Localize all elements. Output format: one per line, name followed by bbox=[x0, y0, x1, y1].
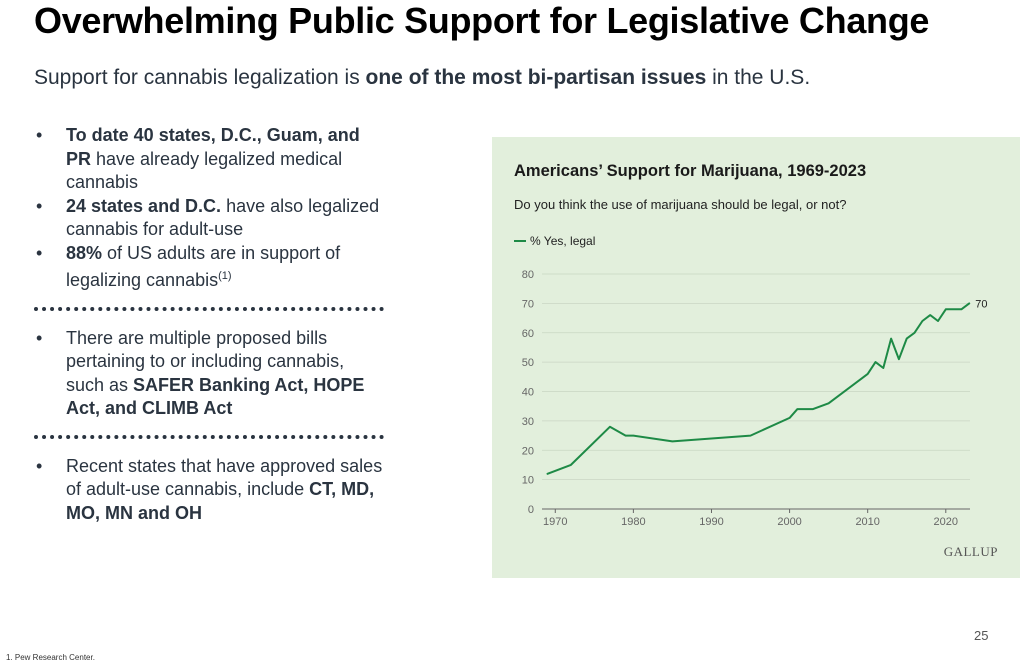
bullet-dot: • bbox=[36, 195, 43, 216]
footnote-ref: (1) bbox=[218, 270, 232, 282]
page-number: 25 bbox=[974, 628, 989, 643]
y-tick-label: 50 bbox=[522, 357, 534, 369]
x-tick-label: 1980 bbox=[621, 516, 645, 528]
bullet-dot: • bbox=[36, 327, 43, 348]
series-line bbox=[546, 302, 971, 475]
bullet-dot: • bbox=[36, 242, 43, 263]
chart-panel: Americans’ Support for Marijuana, 1969-2… bbox=[492, 137, 1020, 578]
y-tick-label: 10 bbox=[522, 475, 534, 487]
x-tick-label: 1970 bbox=[543, 516, 567, 528]
dotted-divider bbox=[34, 306, 384, 311]
chart-legend: % Yes, legal bbox=[514, 234, 595, 248]
y-tick-label: 70 bbox=[522, 298, 534, 310]
dotted-divider bbox=[34, 434, 384, 439]
x-tick-label: 2020 bbox=[934, 516, 958, 528]
y-tick-label: 0 bbox=[528, 504, 534, 516]
line-chart: 0 10 20 30 40 50 60 70 80 1970 1980 1990 2000 2010 202… bbox=[522, 269, 988, 528]
bullet-proposed-bills: • There are multiple proposed bills pert… bbox=[36, 327, 365, 419]
bullet-recent-states: • Recent states that have approved sales… bbox=[36, 455, 383, 523]
footnote: 1. Pew Research Center. bbox=[6, 653, 95, 662]
x-tick-label: 2010 bbox=[855, 516, 879, 528]
bullet-medical-states: • To date 40 states, D.C., Guam, and PR … bbox=[36, 125, 360, 192]
slide-title: Overwhelming Public Support for Legislat… bbox=[34, 0, 930, 41]
chart-title: Americans’ Support for Marijuana, 1969-2… bbox=[514, 162, 867, 180]
bullet-dot: • bbox=[36, 125, 43, 145]
legend-label: % Yes, legal bbox=[530, 234, 596, 248]
legend-swatch bbox=[514, 240, 526, 242]
source-logo: GALLUP bbox=[943, 544, 998, 559]
end-value-label: 70 bbox=[975, 298, 987, 310]
slide-subtitle: Support for cannabis legalization is one… bbox=[34, 66, 811, 89]
x-tick-label: 2000 bbox=[777, 516, 801, 528]
bullet-list: • To date 40 states, D.C., Guam, and PR … bbox=[34, 124, 384, 525]
x-tick-label: 1990 bbox=[699, 516, 723, 528]
chart-subtitle: Do you think the use of marijuana should… bbox=[514, 197, 847, 212]
y-tick-label: 60 bbox=[522, 328, 534, 340]
y-tick-label: 40 bbox=[522, 387, 534, 399]
bullet-adult-use-states: • 24 states and D.C. have also legalized… bbox=[36, 195, 380, 240]
y-tick-label: 30 bbox=[522, 416, 534, 428]
bullet-adult-support: • 88% of US adults are in support of leg… bbox=[36, 242, 341, 291]
bullet-dot: • bbox=[36, 455, 43, 476]
y-tick-label: 20 bbox=[522, 445, 534, 457]
y-tick-label: 80 bbox=[522, 269, 534, 281]
subtitle-emphasis: one of the most bi-partisan issues bbox=[365, 66, 707, 89]
